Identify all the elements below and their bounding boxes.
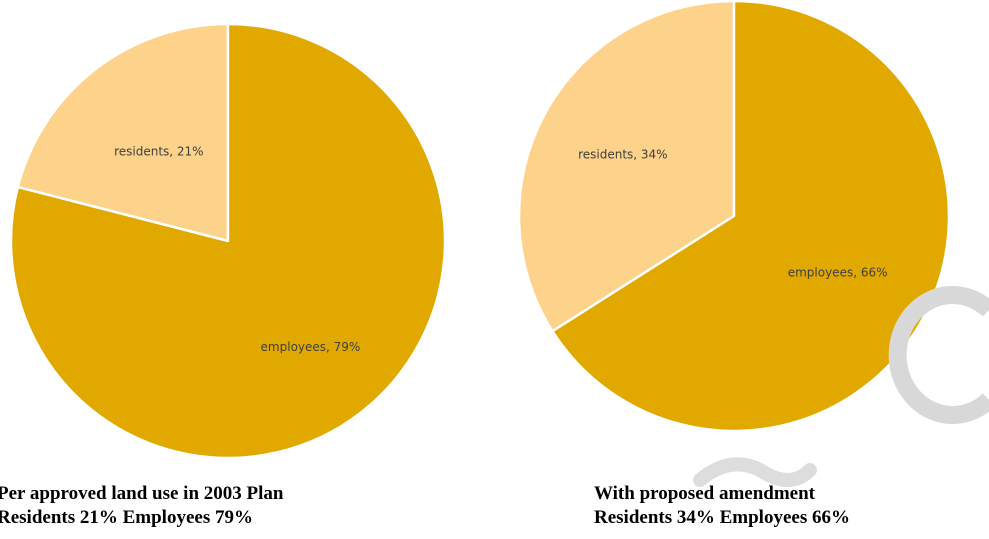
caption-proposed-amendment: With proposed amendment Residents 34% Em…	[594, 482, 850, 530]
slice-label-employees: employees, 79%	[261, 340, 361, 354]
slice-label-residents: residents, 34%	[578, 147, 668, 161]
caption-2003-plan: Per approved land use in 2003 Plan Resid…	[0, 482, 283, 530]
pie-chart-proposed-amendment: residents, 34% employees, 66%	[517, 0, 951, 433]
slice-label-residents: residents, 21%	[114, 144, 204, 158]
caption-2003-plan-line2: Residents 21% Employees 79%	[0, 507, 253, 528]
pie-chart-2003-plan: residents, 21% employees, 79%	[9, 22, 447, 460]
caption-2003-plan-line1: Per approved land use in 2003 Plan	[0, 483, 284, 504]
pie-slice-employees	[9, 22, 447, 460]
slice-label-employees: employees, 66%	[788, 265, 888, 279]
pie-slice-residents	[16, 22, 230, 243]
caption-proposed-amendment-line1: With proposed amendment	[594, 483, 815, 504]
caption-proposed-amendment-line2: Residents 34% Employees 66%	[594, 507, 850, 528]
